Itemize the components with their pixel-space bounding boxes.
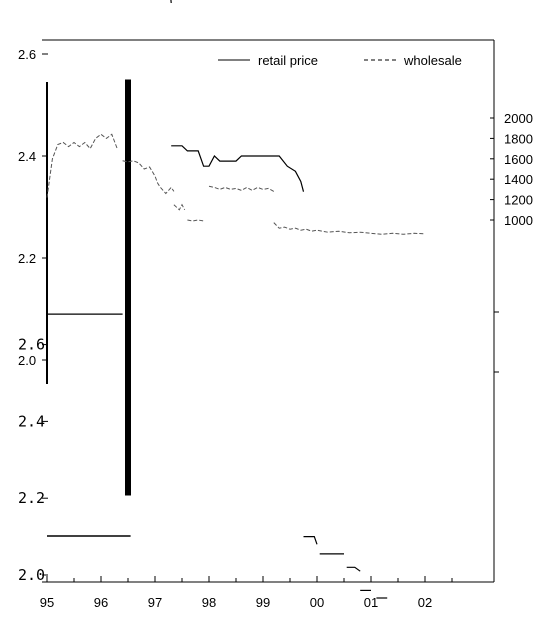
y-right-label: 1400 <box>504 172 533 187</box>
wholesale-line-segment <box>173 203 186 211</box>
y-left-lower-label: 2.4 <box>18 412 45 430</box>
x-tick-label: 99 <box>256 595 270 610</box>
retail-line-segment <box>346 566 361 572</box>
legend-label: retail price <box>258 53 318 68</box>
y-left-lower-ticks: 2.6 2.4 2.2 2.0 <box>18 336 48 584</box>
x-tick-label: 95 <box>40 595 54 610</box>
wholesale-line-segment <box>46 133 118 198</box>
retail-line-segment <box>171 145 305 192</box>
wholesale-line-segment <box>273 222 426 235</box>
y-left-lower-label: 2.2 <box>18 489 45 507</box>
retail-line-segment <box>170 0 172 4</box>
x-tick-label: 97 <box>148 595 162 610</box>
series-retail-price <box>47 0 388 599</box>
y-right-label: 2000 <box>504 111 533 126</box>
retail-line-segment <box>303 535 318 545</box>
wholesale-line-segment <box>208 185 275 192</box>
x-tick-label: 01 <box>364 595 378 610</box>
plot-frame <box>42 39 495 583</box>
y-right-ticks: 2000 1800 1600 1400 1200 1000 <box>490 111 533 373</box>
y-left-lower-label: 2.6 <box>18 336 45 354</box>
x-tick-label: 02 <box>418 595 432 610</box>
x-tick-label: 98 <box>202 595 216 610</box>
y-left-upper-label: 2.2 <box>18 251 36 266</box>
y-left-upper-label: 2.6 <box>18 47 36 62</box>
wholesale-line-segment <box>187 219 204 222</box>
y-right-label: 1800 <box>504 131 533 146</box>
x-axis-ticks: 95 96 97 98 99 00 01 02 <box>40 576 453 610</box>
chart-annotations <box>46 79 131 537</box>
wholesale-line-segment <box>122 160 175 195</box>
y-left-upper-ticks: 2.82.62.42.22.0 <box>18 47 48 368</box>
legend-label: wholesale <box>403 53 462 68</box>
y-left-lower-label: 2.0 <box>18 566 45 584</box>
series-wholesale <box>46 133 426 235</box>
x-tick-label: 00 <box>310 595 324 610</box>
x-tick-label: 96 <box>94 595 108 610</box>
y-right-label: 1200 <box>504 193 533 208</box>
y-right-label: 1600 <box>504 152 533 167</box>
y-left-upper-label: 2.4 <box>18 149 36 164</box>
series-layer <box>46 0 426 599</box>
y-left-upper-label: 2.0 <box>18 353 36 368</box>
y-right-label: 1000 <box>504 213 533 228</box>
legend: retail price wholesale <box>218 53 462 68</box>
